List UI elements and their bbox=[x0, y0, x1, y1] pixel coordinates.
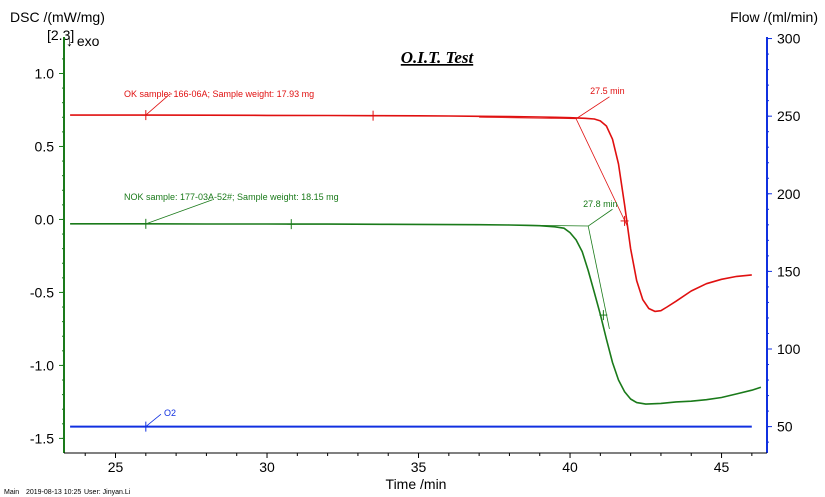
y-right-tick-label: 300 bbox=[777, 31, 801, 47]
green-slope-tangent bbox=[587, 225, 610, 330]
series-line-0 bbox=[70, 114, 752, 313]
y-left-tick-label: -1.0 bbox=[30, 357, 54, 373]
blue-label-leader bbox=[145, 413, 162, 427]
y-left-tick-label: -0.5 bbox=[30, 284, 54, 300]
red-baseline-tangent bbox=[479, 116, 577, 120]
red-onset-leader bbox=[575, 96, 610, 120]
y-right-tick-label: 200 bbox=[777, 186, 801, 202]
x-tick-label: 40 bbox=[562, 459, 578, 475]
x-tick-label: 30 bbox=[259, 459, 275, 475]
green-series-label: NOK sample: 177-03A-52#; Sample weight: … bbox=[124, 192, 339, 202]
y-right-tick-label: 50 bbox=[777, 419, 793, 435]
x-tick-label: 45 bbox=[714, 459, 730, 475]
exo-label: ↓ exo bbox=[66, 33, 100, 49]
red-label-leader bbox=[145, 93, 171, 116]
green-baseline-tangent bbox=[509, 224, 589, 227]
y-axis-left-title: DSC /(mW/mg) bbox=[10, 9, 105, 25]
x-axis-title: Time /min bbox=[386, 476, 447, 492]
footer-user: User: Jinyan.Li bbox=[84, 489, 131, 496]
segment-label: [2.3] bbox=[47, 27, 74, 43]
y-right-tick-label: 100 bbox=[777, 341, 801, 357]
y-right-tick-label: 250 bbox=[777, 108, 801, 124]
footer-main: Main bbox=[4, 489, 19, 496]
green-onset-leader bbox=[587, 208, 613, 227]
y-left-tick-label: 0.0 bbox=[35, 211, 55, 227]
y-right-tick-label: 150 bbox=[777, 263, 801, 279]
blue-series-label: O2 bbox=[164, 408, 176, 418]
y-axis-right-title: Flow /(ml/min) bbox=[730, 9, 818, 25]
green-label-leader bbox=[145, 199, 213, 225]
red-slope-tangent bbox=[575, 118, 628, 227]
x-tick-label: 25 bbox=[108, 459, 124, 475]
red-onset-label: 27.5 min bbox=[590, 86, 625, 96]
series-line-1 bbox=[70, 223, 762, 405]
chart-title: O.I.T. Test bbox=[401, 48, 475, 67]
footer-date: 2019-08-13 10:25 bbox=[26, 489, 81, 496]
y-left-tick-label: 0.5 bbox=[35, 138, 55, 154]
green-onset-label: 27.8 min bbox=[583, 199, 618, 209]
y-left-tick-label: 1.0 bbox=[35, 65, 55, 81]
x-tick-label: 35 bbox=[411, 459, 427, 475]
y-left-tick-label: -1.5 bbox=[30, 430, 54, 446]
red-series-label: OK sample: 166-06A; Sample weight: 17.93… bbox=[124, 89, 314, 99]
